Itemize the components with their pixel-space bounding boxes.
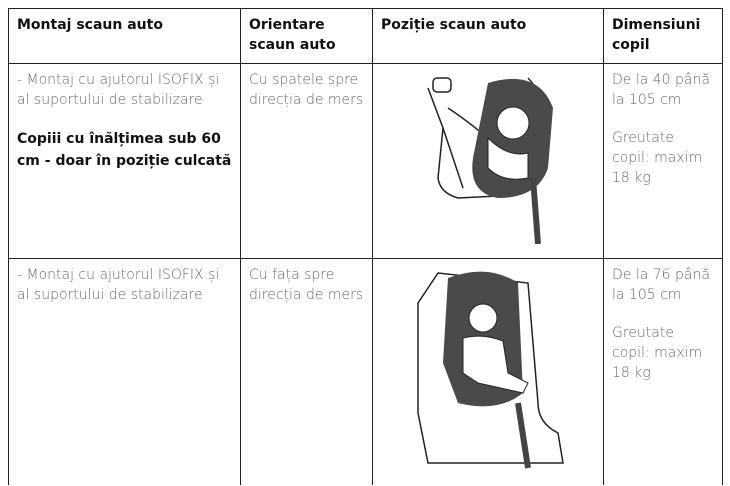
header-cell: Orientare scaun auto [240,8,373,64]
rear-facing-seat-illustration [427,77,553,244]
note: Copiii cu înălțimea sub 60 cm - doar în … [17,131,232,169]
header-cell: Montaj scaun auto [8,8,241,64]
cell: - Montaj cu ajutorul ISOFIX și al suport… [8,63,241,259]
size: Greutate copil: maxim 18 kg [612,325,703,381]
cell: - Montaj cu ajutorul ISOFIX și al suport… [8,258,241,485]
orientation: Cu fața spre direcția de mers [249,267,364,303]
table: Montaj scaun auto Orientare scaun auto P… [8,8,723,485]
header-row: Montaj scaun auto Orientare scaun auto P… [8,8,723,64]
row: - Montaj cu ajutorul ISOFIX și al suport… [8,63,723,259]
header-cell: Dimensiuni copil [603,8,723,64]
cell: De la 40 până la 105 cm Greutate copil: m… [603,63,723,259]
size: Greutate copil: maxim 18 kg [612,130,703,186]
size: De la 76 până la 105 cm [612,267,710,303]
cell: Cu spatele spre direcția de mers [240,63,373,259]
header-cell: Poziție scaun auto [372,8,604,64]
forward-facing-seat-illustration [417,271,564,469]
mounting: - Montaj cu ajutorul ISOFIX și al suport… [17,72,220,108]
orientation: Cu spatele spre direcția de mers [249,72,364,108]
cell [372,258,604,485]
mounting: - Montaj cu ajutorul ISOFIX și al suport… [17,267,220,303]
size: De la 40 până la 105 cm [612,72,710,108]
cell: Cu fața spre direcția de mers [240,258,373,485]
row: - Montaj cu ajutorul ISOFIX și al suport… [8,258,723,485]
cell [372,63,604,259]
cell: De la 76 până la 105 cm Greutate copil: m… [603,258,723,485]
